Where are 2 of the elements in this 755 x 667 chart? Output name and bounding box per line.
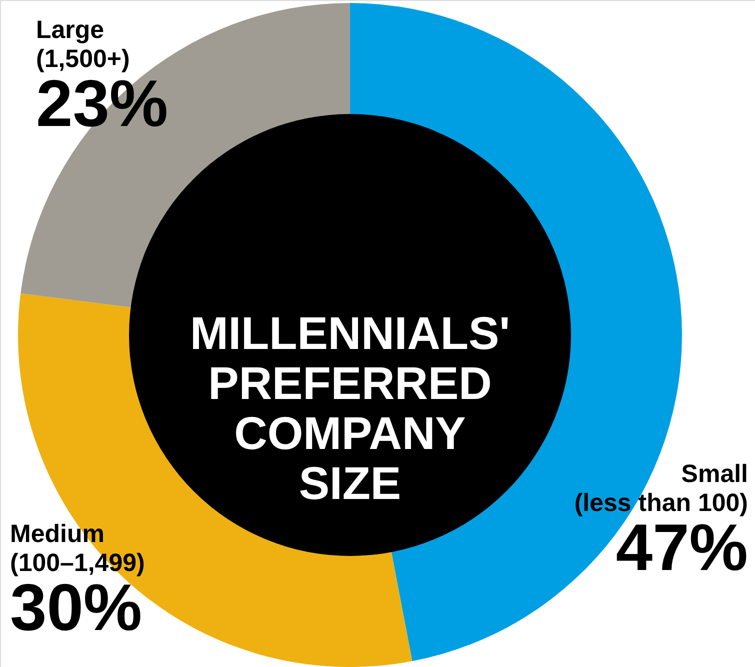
donut-slice: [20, 3, 350, 308]
text: MILLENNIALS' PREFERRED COMPANY SIZE: [190, 307, 510, 509]
